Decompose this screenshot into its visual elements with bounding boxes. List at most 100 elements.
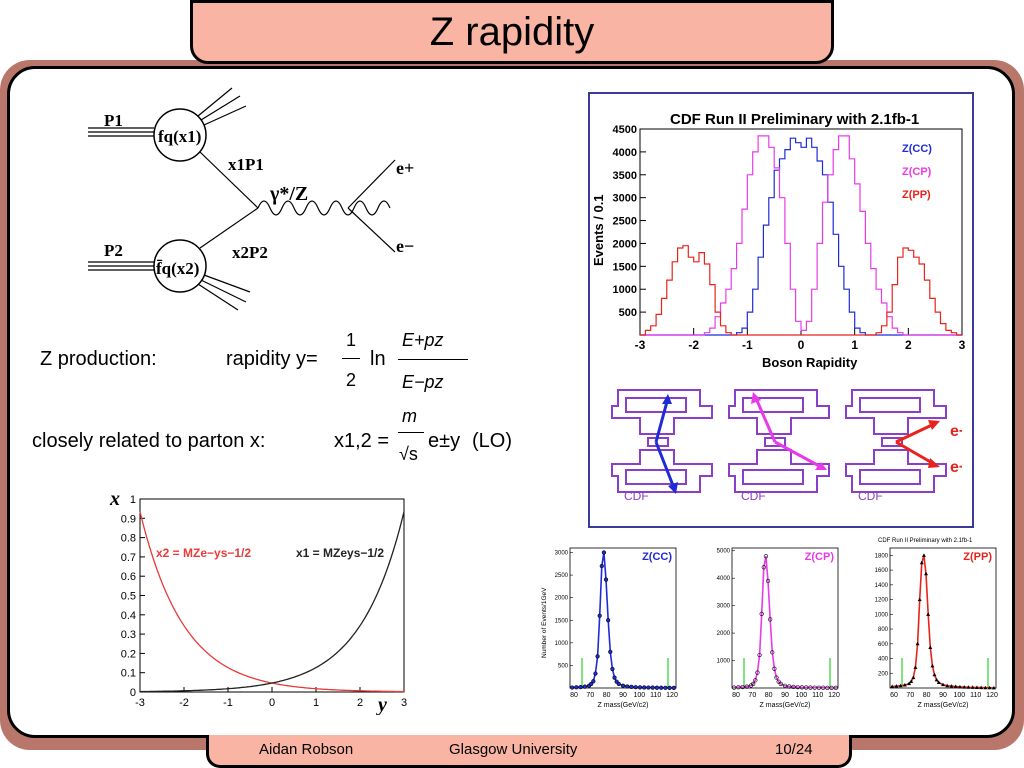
- electron-track: [774, 440, 824, 470]
- mass-data-point: [642, 685, 647, 690]
- mass-data-point: [578, 684, 583, 690]
- mass-data-point: [744, 684, 749, 689]
- mass-data-point: [608, 649, 613, 654]
- mass-data-point: [983, 685, 988, 690]
- mass-plot-series-label: Z(CP): [805, 551, 835, 563]
- detector-top-half: [611, 389, 713, 435]
- mass-data-point: [620, 683, 626, 688]
- mass-data-point: [936, 680, 941, 684]
- mass-data-point: [909, 679, 914, 683]
- mass-data-point: [601, 550, 607, 555]
- parton-y-tick-label: 0.5: [121, 591, 136, 603]
- ln-label: ln: [370, 348, 386, 370]
- mass-x-tick-label: 120: [828, 692, 840, 699]
- mass-y-tick-label: 1400: [875, 583, 889, 589]
- mass-data-point: [991, 685, 996, 690]
- mass-data-point: [816, 685, 822, 690]
- mass-data-point: [740, 684, 745, 690]
- arrow-head: [668, 482, 678, 494]
- x12-label: x1,2 =: [334, 430, 390, 452]
- rapidity-histogram: CDF Run II Preliminary with 2.1fb-1 500 1…: [592, 111, 966, 370]
- exp-label: e±y: [428, 430, 461, 452]
- rapidity-x-tick-label: 2: [905, 338, 912, 352]
- x2p2-label: x2P2: [232, 243, 268, 262]
- frac-numerator: E+pz: [402, 330, 444, 350]
- rapidity-legend-entry: Z(CC): [902, 143, 932, 155]
- mass-fit-curve: [572, 552, 674, 689]
- detector-inner-top: [625, 397, 687, 413]
- mass-plot-series-label: Z(CC): [642, 551, 672, 563]
- rapidity-y-tick-label: 500: [619, 307, 637, 319]
- mass-data-point: [941, 682, 945, 687]
- footer-author: Aidan Robson: [259, 741, 354, 758]
- mass-data-point: [825, 685, 830, 690]
- parton-y-tick-label: 0.1: [121, 668, 136, 680]
- mass-x-tick-label: 80: [603, 692, 611, 699]
- electron-track: [654, 441, 676, 489]
- detector-top-half: [845, 389, 947, 435]
- rapidity-y-tick-label: 3000: [613, 193, 637, 205]
- x1-curve: [139, 511, 405, 693]
- m-label: m: [402, 406, 417, 426]
- mass-data-point: [654, 685, 660, 690]
- mass-y-tick-label: 5000: [717, 549, 731, 555]
- mass-data-point: [812, 685, 817, 690]
- mass-x-label: Z mass(GeV/c2): [760, 702, 811, 709]
- mass-data-point: [763, 554, 769, 559]
- parton-y-tick-label: 0.7: [121, 552, 136, 564]
- mass-data-point: [616, 681, 621, 687]
- closely-related-label: closely related to parton x:: [32, 430, 266, 452]
- slide-title: Z rapidity: [429, 9, 595, 54]
- detector-label: CDF: [858, 489, 883, 503]
- parton-y-tick-label: 0.2: [121, 648, 136, 660]
- parton-y-tick-label: 0.4: [121, 610, 136, 622]
- mass-y-tick-label: 500: [558, 663, 569, 669]
- mass-x-label: Z mass(GeV/c2): [598, 702, 649, 709]
- parton-x-plot: 00.10.20.30.40.50.60.70.80.91-3 -2 -1 0 1 2 3 …: [109, 488, 407, 715]
- mass-y-tick-label: 1000: [555, 641, 569, 647]
- electron-track: [895, 440, 935, 466]
- slide-frame: [7, 66, 1015, 738]
- mass-data-point: [663, 685, 668, 690]
- mass-data-point: [924, 571, 929, 576]
- mass-x-tick-label: 90: [781, 692, 789, 699]
- footer-institution: Glasgow University: [449, 741, 578, 758]
- rapidity-y-tick-label: 2500: [613, 216, 637, 228]
- mass-data-point: [637, 685, 643, 690]
- electron-track: [753, 395, 777, 443]
- mass-data-point: [930, 663, 935, 668]
- fraction-bar: [398, 359, 468, 360]
- detector-inner-top: [859, 397, 921, 413]
- mass-data-point: [957, 684, 962, 689]
- mass-data-point: [919, 560, 924, 565]
- mass-data-point: [761, 565, 766, 570]
- rapidity-series-cc: [640, 137, 962, 336]
- parton-y-tick-label: 0.8: [121, 533, 136, 545]
- rapidity-y-tick-label: 3500: [613, 170, 637, 182]
- detector-sketch: CDF: [728, 389, 830, 503]
- parton-x-tick-label: 0: [269, 697, 275, 709]
- rapidity-y-tick-label: 1000: [613, 284, 637, 296]
- parton-y-tick-label: 1: [130, 494, 136, 506]
- arrow-head: [815, 462, 827, 470]
- mass-y-tick-label: 1600: [875, 568, 889, 574]
- x1-curve-label: x1 = MZeys−1/2: [296, 546, 384, 560]
- z-production-label: Z production:: [40, 348, 157, 370]
- detector-top-half: [728, 389, 830, 435]
- detector-center: [881, 437, 903, 447]
- parton-y-tick-label: 0.6: [121, 571, 136, 583]
- mass-plot-cp: Z(CP) 1000 2000 3000 4000 5000 80 70 80 90 100 110 1…: [717, 547, 840, 709]
- mass-data-point: [987, 685, 992, 690]
- fraction-bar: [342, 358, 360, 359]
- mass-y-tick-label: 1200: [875, 598, 889, 604]
- mass-data-point: [949, 684, 954, 688]
- arrow-head: [928, 420, 940, 430]
- rapidity-legend-entry: Z(PP): [902, 189, 931, 201]
- mass-y-tick-label: 1000: [717, 659, 731, 665]
- mass-data-point: [907, 681, 912, 686]
- mass-plot-pp: CDF Run II Preliminary with 2.1fb-1 Z(PP)…: [875, 538, 998, 709]
- mass-data-point: [953, 684, 958, 689]
- mass-data-point: [890, 684, 895, 689]
- mass-data-point: [625, 684, 630, 689]
- cdf-rapidity-panel: [588, 92, 974, 528]
